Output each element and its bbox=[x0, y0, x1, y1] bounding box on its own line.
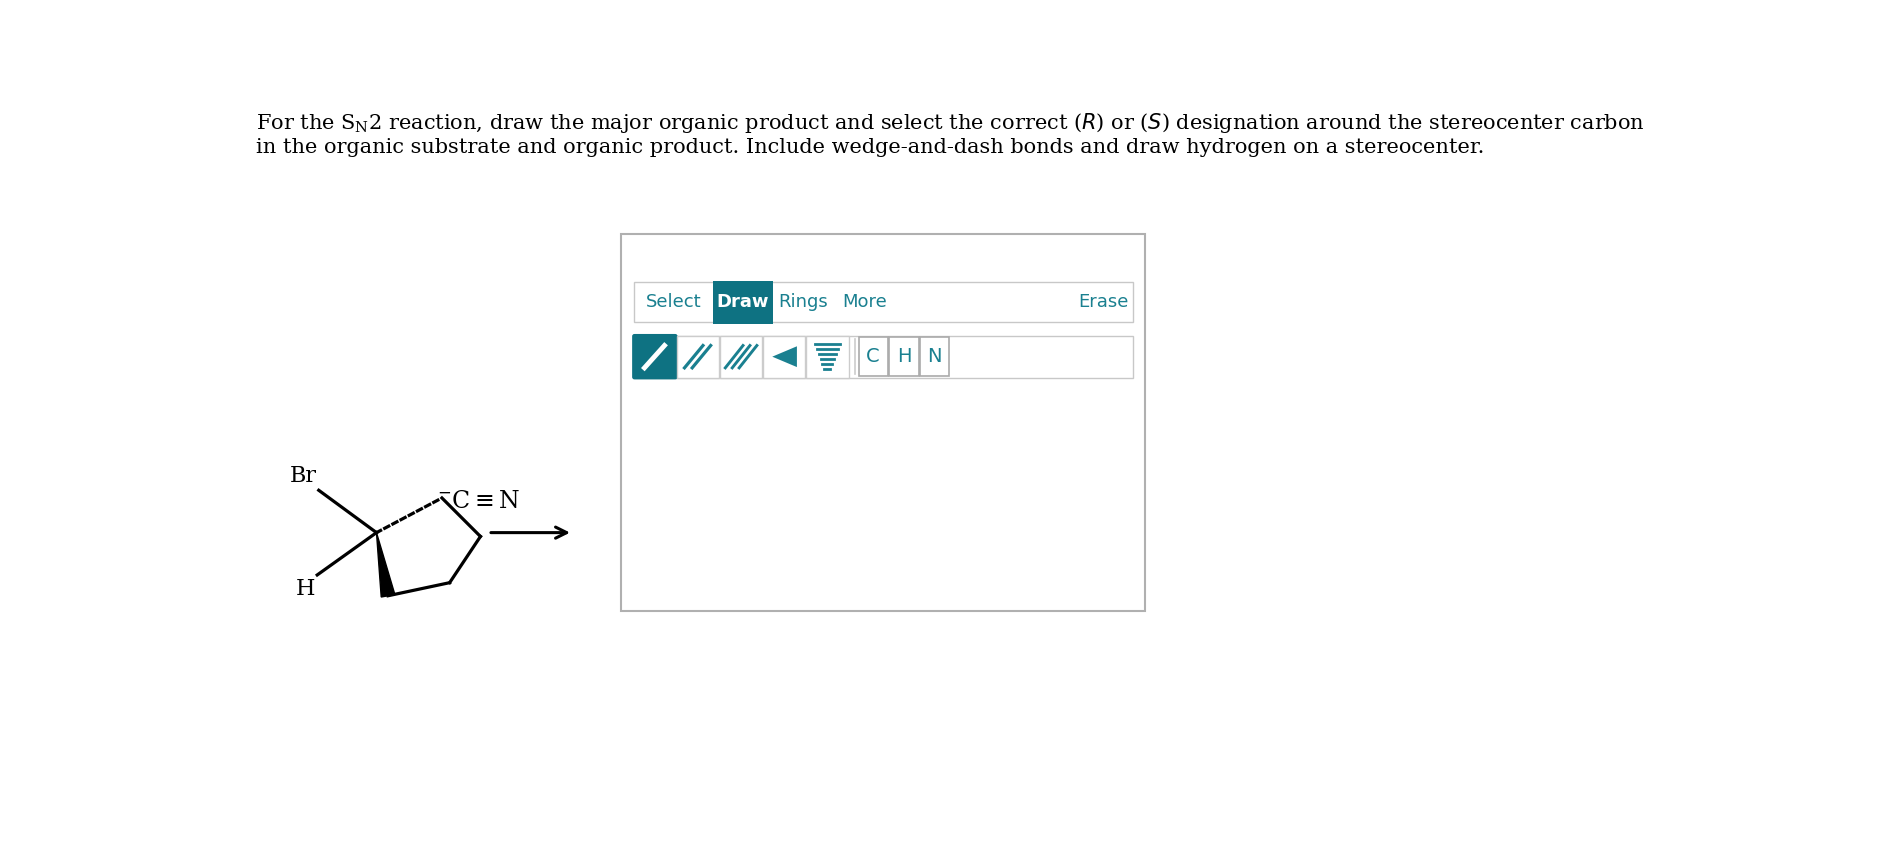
Text: H: H bbox=[897, 347, 912, 366]
Bar bbox=[622, 234, 1145, 611]
Bar bbox=[762, 335, 806, 378]
Polygon shape bbox=[772, 347, 796, 367]
Text: $\mathregular{^{-}}$C$\equiv$N: $\mathregular{^{-}}$C$\equiv$N bbox=[436, 491, 520, 513]
Text: More: More bbox=[842, 293, 887, 311]
Text: in the organic substrate and organic product. Include wedge-and-dash bonds and d: in the organic substrate and organic pro… bbox=[256, 138, 1485, 157]
Bar bbox=[889, 337, 918, 377]
Text: Erase: Erase bbox=[1079, 293, 1128, 311]
Text: N: N bbox=[927, 347, 942, 366]
Bar bbox=[806, 335, 849, 378]
Bar bbox=[859, 337, 887, 377]
FancyBboxPatch shape bbox=[631, 334, 677, 379]
Bar bbox=[677, 335, 719, 378]
Text: For the $\mathregular{S_N}$2 reaction, draw the major organic product and select: For the $\mathregular{S_N}$2 reaction, d… bbox=[256, 111, 1644, 135]
Polygon shape bbox=[377, 533, 394, 597]
Text: Br: Br bbox=[290, 465, 317, 487]
Bar bbox=[633, 335, 1132, 378]
Text: C: C bbox=[866, 347, 880, 366]
Bar bbox=[920, 337, 950, 377]
Text: Draw: Draw bbox=[717, 293, 770, 311]
Bar bbox=[720, 335, 762, 378]
Text: Select: Select bbox=[647, 293, 702, 311]
Bar bbox=[713, 281, 774, 324]
Text: Rings: Rings bbox=[777, 293, 829, 311]
Text: H: H bbox=[296, 578, 315, 600]
Bar bbox=[633, 282, 1132, 323]
